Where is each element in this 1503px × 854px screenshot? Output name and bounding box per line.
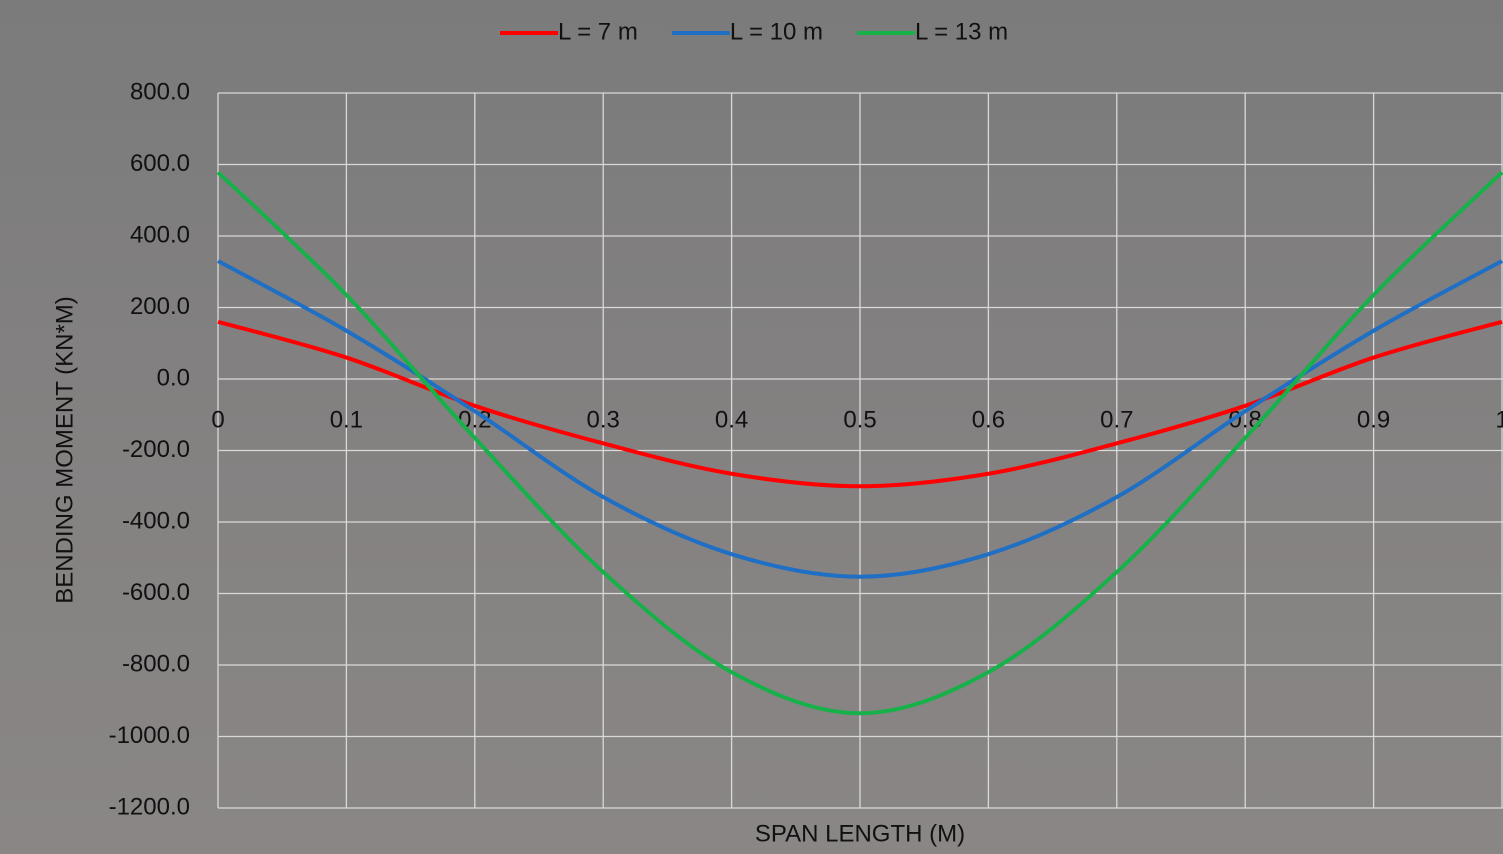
legend: L = 7 m L = 10 m L = 13 m <box>500 18 1008 45</box>
legend-label: L = 10 m <box>730 18 823 45</box>
x-tick-label: 0.5 <box>843 406 876 433</box>
x-axis-title: SPAN LENGTH (M) <box>755 820 965 847</box>
y-axis-title: BENDING MOMENT (KN*M) <box>51 296 78 604</box>
y-tick-label: 200.0 <box>130 293 190 320</box>
page: 800.0 600.0 400.0 200.0 0.0 -200.0 -400.0 -600.… <box>0 0 1503 854</box>
y-tick-label: -1000.0 <box>109 722 190 749</box>
legend-label: L = 13 m <box>915 18 1008 45</box>
y-tick-label: 0.0 <box>157 364 190 391</box>
y-tick-label: 400.0 <box>130 221 190 248</box>
x-tick-label: 0.7 <box>1100 406 1133 433</box>
y-tick-label: -1200.0 <box>109 793 190 820</box>
x-tick-label: 0 <box>211 406 224 433</box>
x-tick-label: 0.6 <box>972 406 1005 433</box>
x-tick-label: 0.4 <box>715 406 748 433</box>
background <box>0 0 1503 854</box>
x-tick-label: 0.1 <box>330 406 363 433</box>
x-tick-label: 1 <box>1495 406 1503 433</box>
y-tick-label: -600.0 <box>122 579 190 606</box>
legend-label: L = 7 m <box>558 18 638 45</box>
y-tick-label: -200.0 <box>122 436 190 463</box>
y-tick-label: 600.0 <box>130 150 190 177</box>
x-tick-label: 0.3 <box>587 406 620 433</box>
y-tick-label: -800.0 <box>122 650 190 677</box>
y-tick-label: 800.0 <box>130 78 190 105</box>
chart: 800.0 600.0 400.0 200.0 0.0 -200.0 -400.0 -600.… <box>0 0 1503 854</box>
y-tick-label: -400.0 <box>122 507 190 534</box>
x-tick-label: 0.9 <box>1357 406 1390 433</box>
